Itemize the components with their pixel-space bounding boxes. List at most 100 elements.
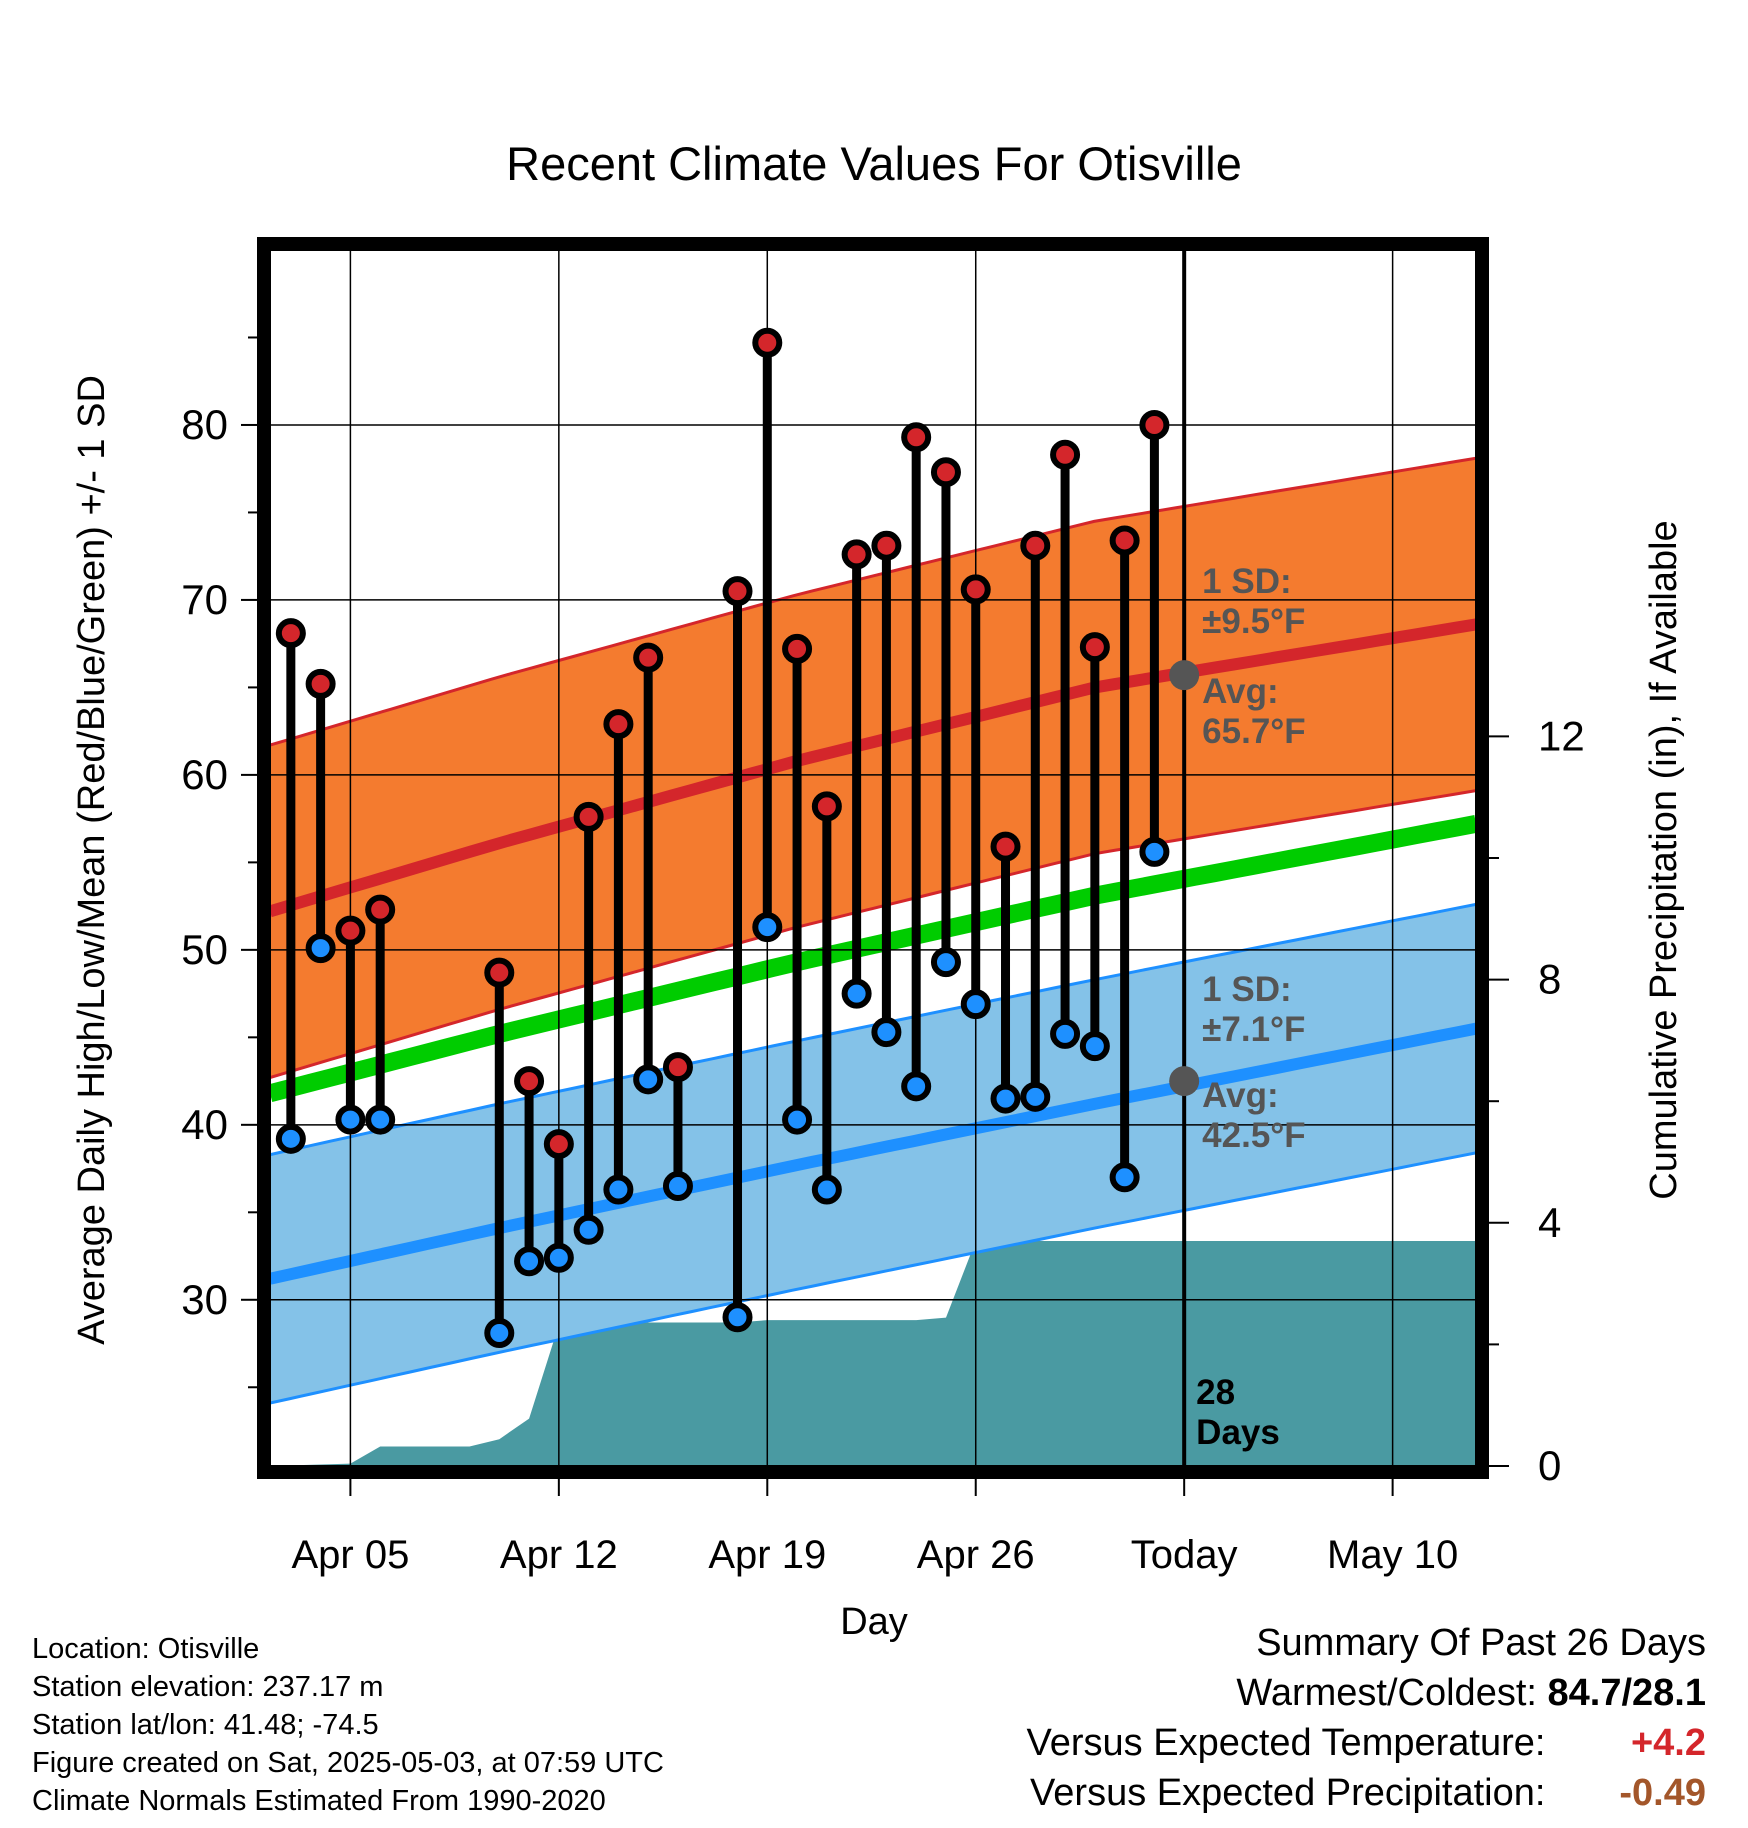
high-avg-label: Avg:: [1202, 672, 1278, 711]
x-tick-label: Apr 12: [500, 1533, 618, 1577]
mean-normal-line: [270, 815, 1476, 1103]
high-point: [1020, 530, 1051, 561]
high-point: [305, 668, 336, 699]
x-tick-label: Today: [1131, 1533, 1238, 1577]
info-normals: Climate Normals Estimated From 1990-2020: [32, 1785, 606, 1817]
y2-tick-label: 4: [1538, 1199, 1561, 1246]
low-point: [960, 989, 991, 1020]
x-tick-label: Apr 26: [917, 1533, 1035, 1577]
high-point: [633, 642, 664, 673]
low-sd-label: 1 SD:: [1202, 970, 1291, 1009]
low-avg-marker: [1169, 1066, 1200, 1097]
high-point: [335, 915, 366, 946]
summary-warmest-label: Warmest/Coldest:: [1236, 1672, 1537, 1714]
summary-precip-value: -0.49: [1619, 1772, 1706, 1814]
x-tick-label: May 10: [1327, 1533, 1458, 1577]
low-point: [1020, 1081, 1051, 1112]
low-point: [841, 978, 872, 1009]
high-point: [1050, 439, 1081, 470]
high-point: [1079, 632, 1110, 663]
low-point: [305, 933, 336, 964]
high-point: [514, 1066, 545, 1097]
high-point: [662, 1052, 693, 1083]
y-tick-label: 70: [181, 576, 228, 623]
high-avg-value: 65.7°F: [1202, 712, 1306, 751]
high-point: [573, 801, 604, 832]
low-point: [543, 1242, 574, 1273]
high-point: [782, 633, 813, 664]
summary-precip-label: Versus Expected Precipitation:: [1030, 1772, 1546, 1814]
high-point: [990, 831, 1021, 862]
high-band-lower: [270, 789, 1476, 1080]
summary-temp-row: Versus Expected Temperature: +4.2: [1027, 1718, 1706, 1768]
low-point: [782, 1104, 813, 1135]
summary-warmest-row: Warmest/Coldest: 84.7/28.1: [1027, 1668, 1706, 1718]
y2-tick-label: 8: [1538, 956, 1561, 1003]
y2-tick-label: 0: [1538, 1442, 1561, 1489]
high-point: [752, 327, 783, 358]
high-point: [1109, 525, 1140, 556]
info-location: Location: Otisville: [32, 1633, 260, 1665]
info-elevation: Station elevation: 237.17 m: [32, 1671, 384, 1703]
precip-area: [270, 1241, 1476, 1466]
low-point: [573, 1214, 604, 1245]
y-axis-label: Average Daily High/Low/Mean (Red/Blue/Gr…: [71, 375, 113, 1345]
high-point: [1139, 409, 1170, 440]
summary-panel: Summary Of Past 26 Days Warmest/Coldest:…: [1027, 1618, 1706, 1818]
low-point: [662, 1171, 693, 1202]
plot-frame: [257, 237, 1489, 1479]
today-days-count: 28: [1196, 1373, 1235, 1412]
low-point: [1079, 1031, 1110, 1062]
low-point: [1109, 1162, 1140, 1193]
high-point: [841, 539, 872, 570]
low-band-lower: [270, 1151, 1476, 1405]
low-band-upper: [270, 902, 1476, 1157]
y-tick-label: 50: [181, 926, 228, 973]
y-tick-label: 60: [181, 751, 228, 798]
summary-warmest-value: 84.7/28.1: [1547, 1672, 1706, 1714]
high-point: [484, 957, 515, 988]
x-axis-label: Day: [840, 1601, 908, 1643]
high-band: [270, 458, 1476, 1078]
low-point: [275, 1123, 306, 1154]
x-tick-label: Apr 05: [291, 1533, 409, 1577]
summary-title: Summary Of Past 26 Days: [1256, 1622, 1706, 1664]
info-latlon: Station lat/lon: 41.48; -74.5: [32, 1709, 379, 1741]
summary-precip-row: Versus Expected Precipitation: -0.49: [1027, 1768, 1706, 1818]
low-point: [603, 1174, 634, 1205]
today-days-label: Days: [1196, 1413, 1280, 1452]
high-point: [960, 574, 991, 605]
high-sd-value: ±9.5°F: [1202, 602, 1305, 641]
low-point: [365, 1104, 396, 1135]
low-point: [1050, 1018, 1081, 1049]
low-point: [722, 1302, 753, 1333]
y2-tick-label: 12: [1538, 712, 1585, 759]
summary-temp-label: Versus Expected Temperature:: [1026, 1722, 1546, 1764]
chart-title: Recent Climate Values For Otisville: [506, 137, 1242, 190]
high-point: [930, 457, 961, 488]
low-point: [335, 1104, 366, 1135]
low-point: [514, 1246, 545, 1277]
low-point: [930, 947, 961, 978]
summary-temp-value: +4.2: [1630, 1722, 1706, 1764]
low-point: [871, 1017, 902, 1048]
high-avg-marker: [1169, 660, 1200, 691]
station-info: Location: Otisville Station elevation: 2…: [32, 1630, 664, 1820]
x-tick-label: Apr 19: [708, 1533, 826, 1577]
high-point: [603, 709, 634, 740]
low-normal-line: [270, 1022, 1476, 1285]
high-point: [365, 894, 396, 925]
low-point: [484, 1318, 515, 1349]
low-point: [633, 1064, 664, 1095]
high-sd-label: 1 SD:: [1202, 562, 1291, 601]
high-point: [811, 791, 842, 822]
low-point: [990, 1083, 1021, 1114]
low-sd-value: ±7.1°F: [1202, 1010, 1305, 1049]
y-tick-label: 80: [181, 401, 228, 448]
high-point: [275, 618, 306, 649]
low-point: [1139, 836, 1170, 867]
high-point: [901, 422, 932, 453]
y-tick-label: 30: [181, 1276, 228, 1323]
